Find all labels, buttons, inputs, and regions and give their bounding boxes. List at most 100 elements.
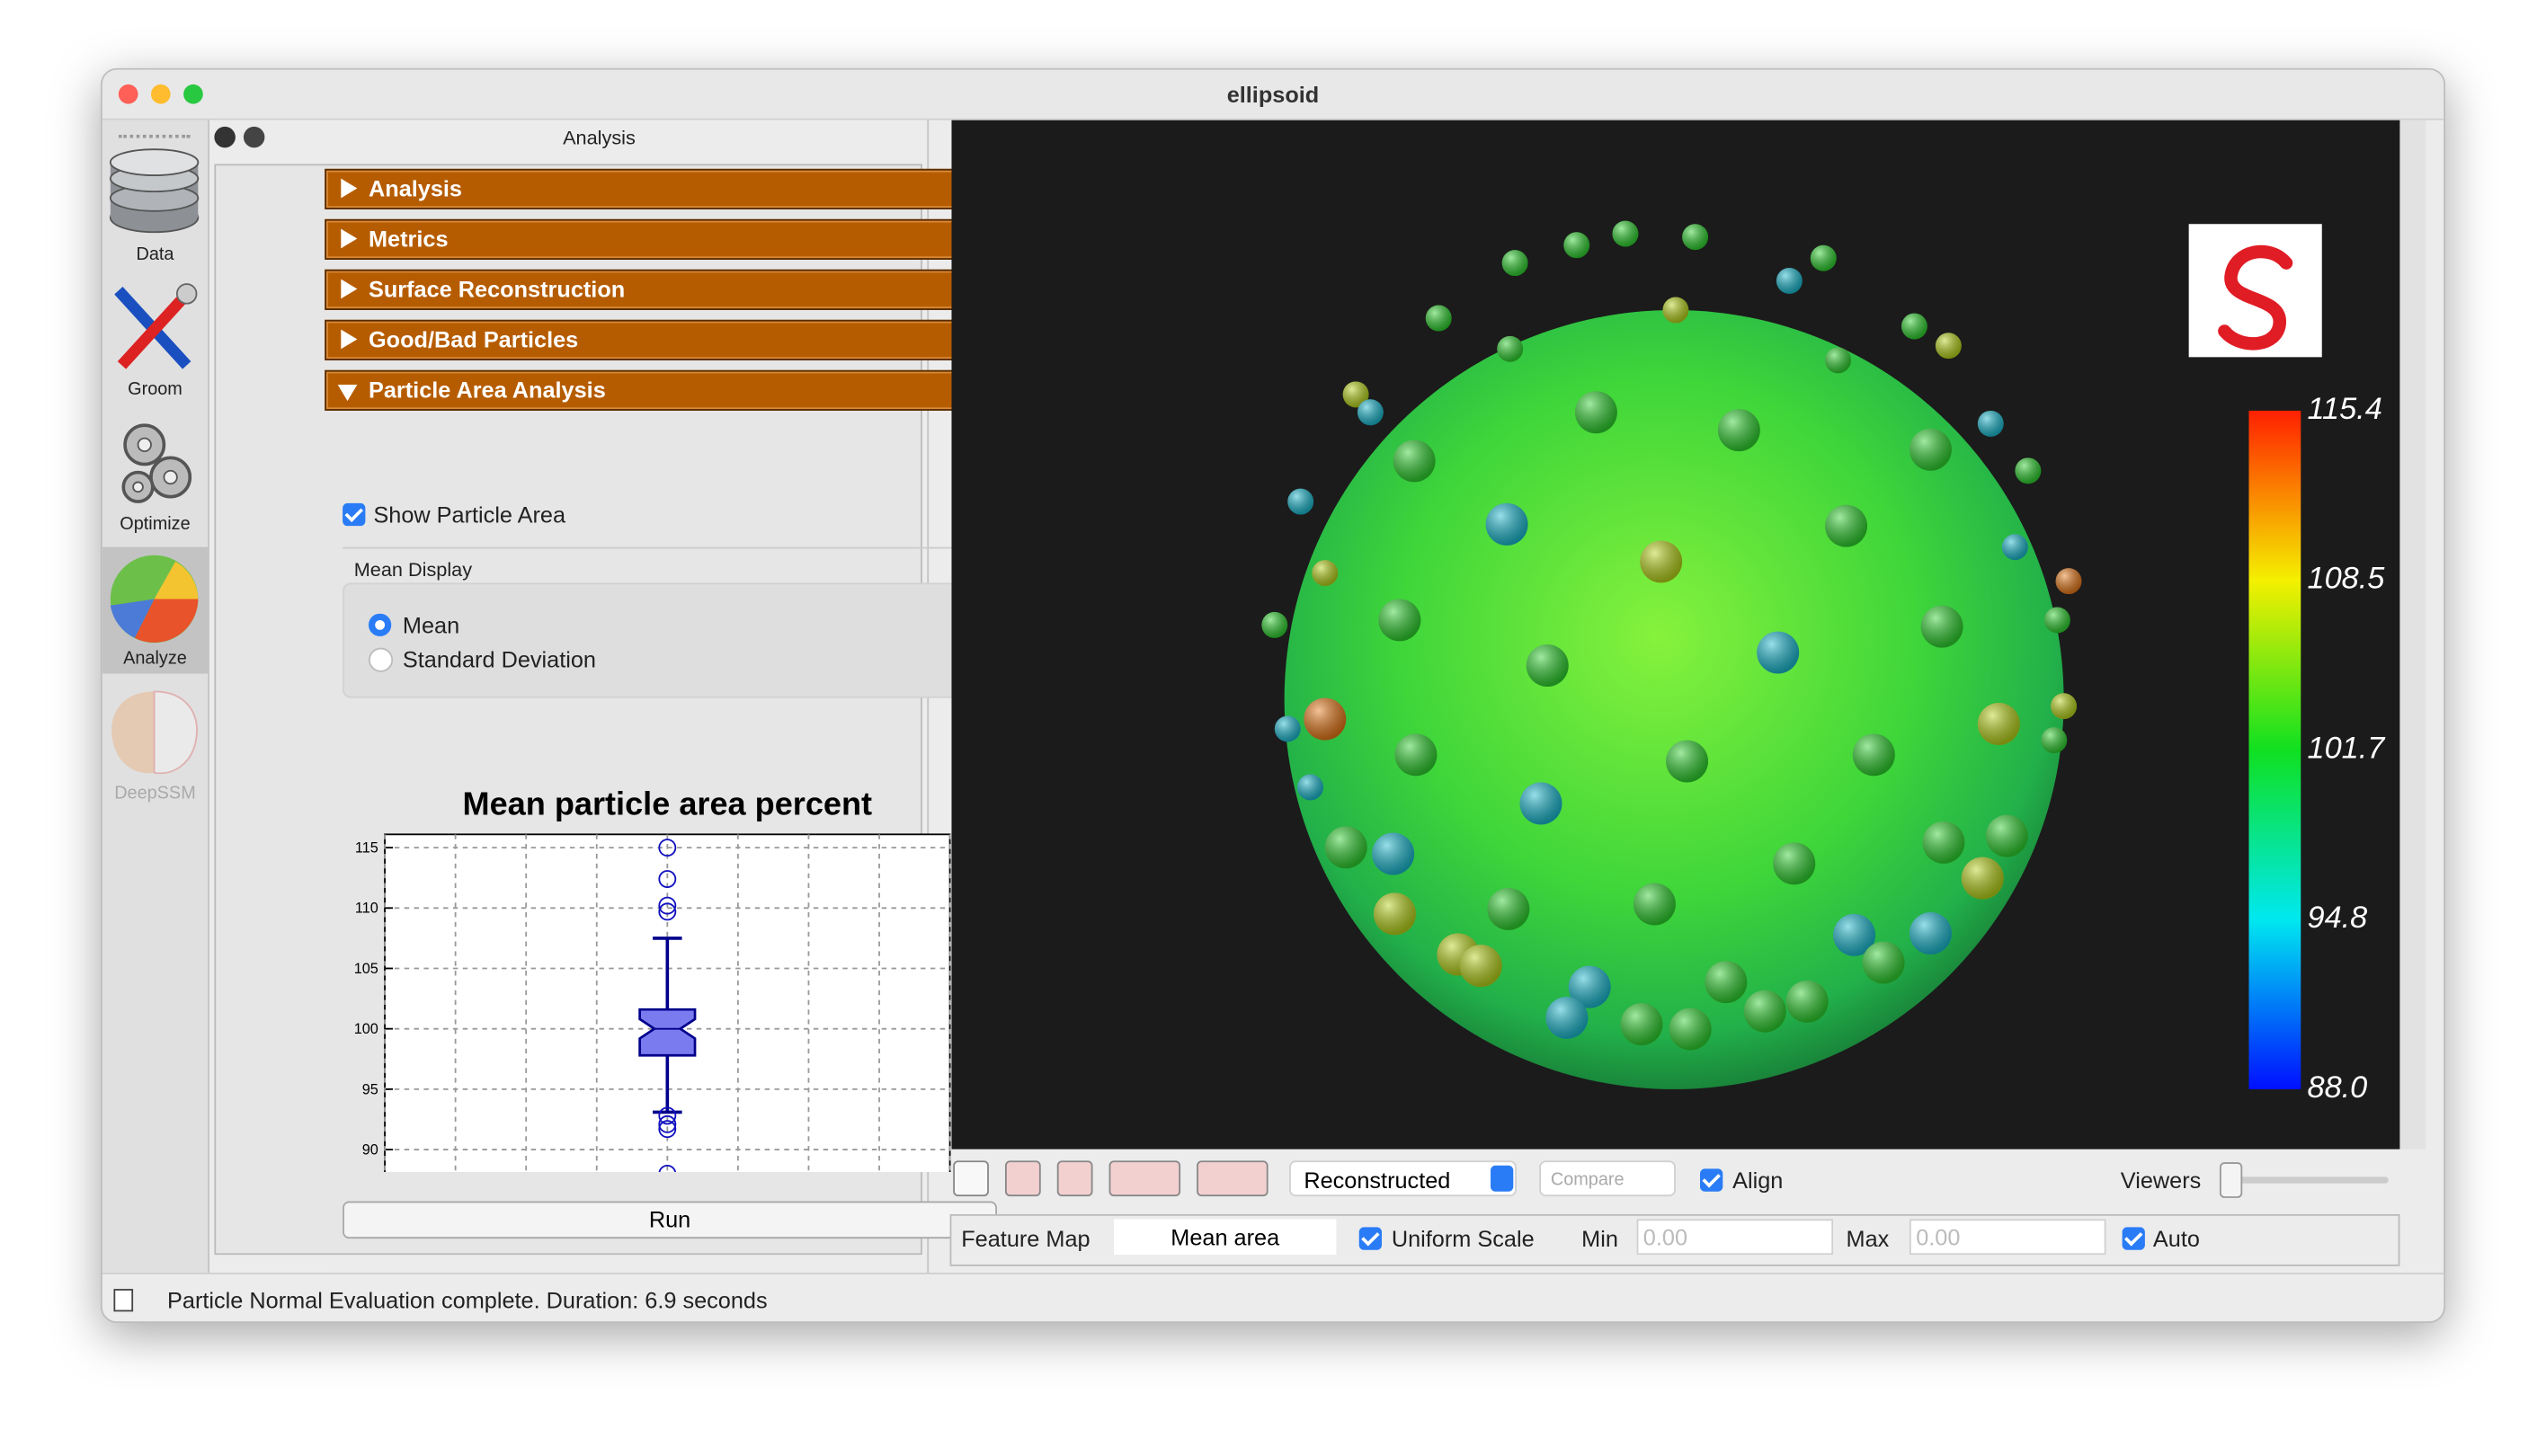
particle-shade xyxy=(1666,740,1709,783)
slider-thumb[interactable] xyxy=(2219,1162,2243,1198)
group-label: Mean Display xyxy=(353,558,473,582)
particle-shade xyxy=(1393,439,1436,483)
toolbar-dropdown[interactable] xyxy=(1197,1160,1269,1197)
toolbar-button[interactable] xyxy=(953,1160,989,1197)
particle-shade xyxy=(1394,733,1438,777)
groom-icon xyxy=(114,283,198,369)
particle-shade xyxy=(1776,268,1803,294)
minimize-button[interactable] xyxy=(150,84,171,104)
section-header[interactable]: Particle Area Analysis xyxy=(325,369,1069,411)
particle-shade xyxy=(1833,913,1876,956)
3d-viewer: 115.4 108.5 101.7 94.8 88.0 xyxy=(951,120,2426,1150)
sidebar-item-selected[interactable]: Analyze xyxy=(102,546,209,674)
particle-shade xyxy=(1568,965,1611,1008)
box-plot: Mean particle area percent 90 95 100 105 110 1… xyxy=(354,786,951,1173)
separator xyxy=(343,546,996,549)
sidebar-item[interactable]: Groom xyxy=(102,278,208,404)
particle-shade xyxy=(1909,428,1952,471)
max-label: Max xyxy=(1846,1225,1890,1252)
checkbox[interactable] xyxy=(1358,1227,1383,1250)
sidebar-item[interactable]: DeepSSM xyxy=(102,682,208,809)
outlier xyxy=(658,1114,677,1133)
y-tick-label: 105 xyxy=(354,961,378,977)
data-icon xyxy=(109,148,200,234)
box xyxy=(638,1008,697,1057)
feature-map-field[interactable]: Mean area xyxy=(1113,1219,1337,1256)
close-button[interactable] xyxy=(118,84,138,104)
particle-shade xyxy=(1519,782,1562,825)
y-tick-label: 115 xyxy=(355,840,378,857)
radio-label: Standard Deviation xyxy=(402,645,596,672)
particle-shade xyxy=(1545,996,1589,1039)
particle-shade xyxy=(1563,232,1590,259)
particle-shade xyxy=(1961,857,2004,900)
panel-title: Analysis xyxy=(563,126,636,150)
sidebar-item[interactable]: Data xyxy=(102,143,208,270)
outlier xyxy=(658,870,677,888)
min-field[interactable]: 0.00 xyxy=(1636,1219,1834,1256)
section-header[interactable]: Metrics xyxy=(325,218,1069,260)
particle-shade xyxy=(2001,534,2028,561)
particle-shade xyxy=(1487,887,1530,930)
section-header[interactable]: Good/Bad Particles xyxy=(325,319,1069,360)
particle-shade xyxy=(1773,842,1816,885)
particle-shade xyxy=(1985,814,2028,857)
particle-shade xyxy=(1862,941,1905,984)
analysis-panel: Analysis Analysis Metrics Surface Recons… xyxy=(209,120,1069,1314)
radio[interactable] xyxy=(368,647,394,672)
sidebar-label: Optimize xyxy=(120,514,191,535)
particle-shade xyxy=(1372,832,1415,875)
sidebar: Data Groom Optimize Analyze DeepSSM xyxy=(102,120,209,1273)
particle-shade xyxy=(1662,297,1689,324)
panel-close[interactable] xyxy=(214,126,236,148)
zoom-button[interactable] xyxy=(183,84,203,104)
max-field[interactable]: 0.00 xyxy=(1909,1219,2106,1256)
radio-selected[interactable] xyxy=(368,613,392,636)
sidebar-item[interactable]: Optimize xyxy=(102,413,208,539)
shape xyxy=(1261,220,2082,1089)
outlier xyxy=(658,1106,677,1125)
checkbox-label: Align xyxy=(1732,1167,1784,1194)
viewer-strip xyxy=(2399,120,2426,1150)
checkbox-label: Auto xyxy=(2152,1225,2200,1252)
colorbar xyxy=(2248,410,2301,1089)
particle-shade xyxy=(1825,504,1868,547)
particle-shade xyxy=(1757,631,1800,674)
particle-shade xyxy=(1485,502,1528,546)
particle-shade xyxy=(1373,892,1416,936)
outlier xyxy=(658,839,677,857)
particle-shade xyxy=(1342,381,1369,408)
particle-shade xyxy=(1497,335,1524,362)
y-tick-label: 90 xyxy=(362,1141,378,1158)
outlier xyxy=(658,1120,677,1139)
analyze-icon xyxy=(110,555,199,644)
section-header[interactable]: Analysis xyxy=(325,168,1069,209)
particle-shade xyxy=(1501,250,1528,277)
panel-float[interactable] xyxy=(243,126,265,148)
toolbar-button[interactable] xyxy=(1056,1160,1093,1197)
display-mode-select[interactable]: Reconstructed xyxy=(1289,1160,1517,1197)
section-header[interactable]: Surface Reconstruction xyxy=(325,269,1069,310)
checkbox[interactable] xyxy=(2122,1227,2145,1250)
particle-shade xyxy=(1526,644,1569,687)
particle-shade xyxy=(1357,399,1384,426)
toolbar-dropdown[interactable] xyxy=(1108,1160,1181,1197)
particle-shade xyxy=(1425,305,1452,332)
toolbar-button[interactable] xyxy=(1004,1160,1041,1197)
colorbar-label: 94.8 xyxy=(2307,901,2367,935)
checkbox[interactable] xyxy=(343,502,366,527)
compare-select[interactable]: Compare xyxy=(1539,1160,1676,1197)
outlier xyxy=(658,1164,677,1173)
checkbox[interactable] xyxy=(1700,1168,1723,1192)
particle-shade xyxy=(2051,693,2078,720)
particle-shade xyxy=(1920,605,1963,648)
run-button[interactable]: Run xyxy=(343,1201,997,1239)
slider-track xyxy=(2229,1176,2389,1184)
checkbox-label: Uniform Scale xyxy=(1391,1225,1535,1252)
particle-shade xyxy=(1705,961,1748,1004)
grip xyxy=(118,134,191,138)
y-tick-label: 100 xyxy=(354,1021,378,1037)
particle-shade xyxy=(1743,990,1786,1033)
select-arrow xyxy=(1491,1165,1514,1192)
